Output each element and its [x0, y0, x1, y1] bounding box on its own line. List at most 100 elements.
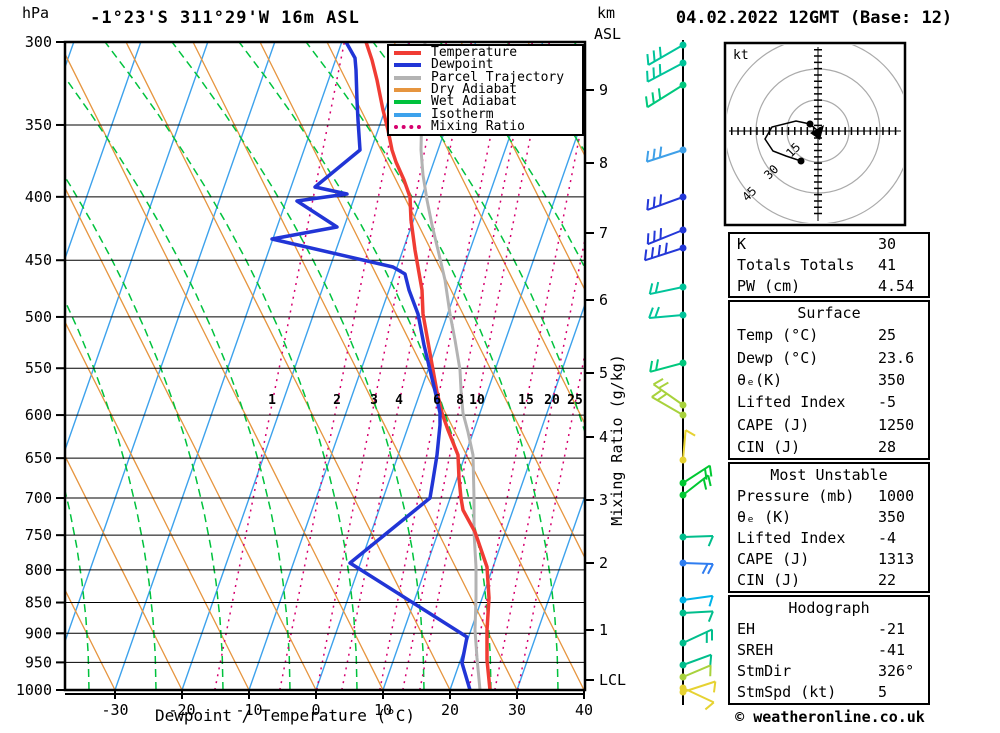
table-row-label: StmDir: [737, 662, 792, 681]
pressure-tick-label: 400: [25, 188, 52, 206]
table-row: Totals Totals 41: [730, 256, 928, 274]
table-row-label: CIN (J): [737, 437, 801, 456]
table-row: CAPE (J) 1250: [730, 416, 928, 434]
table-row: StmSpd (kt) 5: [730, 683, 928, 701]
mixing-ratio-value-label: 10: [469, 393, 485, 408]
pressure-tick-label: 1000: [16, 681, 52, 699]
temperature-tick-label: 20: [441, 701, 459, 719]
pressure-tick-label: 700: [25, 489, 52, 507]
table-row: θₑ (K) 350: [730, 508, 928, 526]
station-title: -1°23'S 311°29'W 16m ASL: [90, 8, 360, 28]
mixing-ratio-value-label: 15: [518, 393, 534, 408]
wind-barb: [679, 664, 712, 681]
table-row: K 30: [730, 235, 928, 253]
temperature-tick-label: 30: [508, 701, 526, 719]
wind-barb: [646, 41, 687, 66]
legend-swatch: [394, 87, 421, 92]
legend-item: Dewpoint: [389, 57, 582, 73]
table-row: Lifted Index -4: [730, 529, 928, 547]
table-row: CAPE (J) 1313: [730, 550, 928, 568]
table-row-value: 23.6: [878, 348, 915, 367]
legend-swatch: [394, 124, 421, 129]
pressure-tick-label: 900: [25, 624, 52, 642]
most-unstable-table: Most Unstable Pressure (mb) 1000 θₑ (K) 350 L…: [728, 462, 930, 593]
wind-barb: [679, 594, 714, 607]
table-row-value: 4.54: [878, 276, 915, 295]
table-row-label: Dewp (°C): [737, 348, 819, 367]
table-row-value: -41: [878, 640, 906, 659]
lcl-label: LCL: [599, 671, 626, 689]
mixing-ratio-value-label: 8: [456, 393, 464, 408]
copyright-watermark: © weatheronline.co.uk: [735, 708, 925, 726]
table-section-header: Surface: [797, 304, 861, 323]
sounding-curves: [270, 42, 492, 690]
legend-item-label: Dewpoint: [431, 57, 494, 73]
table-row-label: CIN (J): [737, 571, 801, 590]
table-row-label: Totals Totals: [737, 255, 855, 274]
wind-barb-column: [643, 40, 717, 711]
km-tick-label: 5: [599, 364, 608, 382]
pressure-tick-label: 850: [25, 594, 52, 612]
hodograph-table: Hodograph EH -21 SREH -41 StmDir 326° StmSpd (k…: [728, 595, 930, 705]
legend-item-label: Temperature: [431, 45, 518, 61]
table-row-label: θₑ(K): [737, 370, 783, 389]
mixing-ratio-axis-label: Mixing Ratio (g/kg): [608, 354, 626, 526]
table-row-label: StmSpd (kt): [737, 683, 837, 702]
pressure-tick-label: 500: [25, 308, 52, 326]
table-row-value: 350: [878, 507, 906, 526]
pressure-tick-label: 600: [25, 406, 52, 424]
wind-barb: [646, 226, 687, 246]
indices-table: K 30 Totals Totals 41 PW (cm) 4.54: [728, 232, 930, 298]
temperature-tick-label: -30: [101, 701, 128, 719]
wind-barb: [643, 242, 687, 262]
asl-axis-unit-label: ASL: [594, 25, 622, 43]
table-row: Temp (°C) 25: [730, 326, 928, 344]
mixing-ratio-value-label: 4: [395, 393, 403, 408]
table-row: SREH -41: [730, 641, 928, 659]
table-row: CIN (J) 28: [730, 438, 928, 456]
table-row-value: -21: [878, 619, 906, 638]
chart-legend: Temperature Dewpoint Parcel Trajectory Dry …: [387, 44, 584, 136]
legend-item: Isotherm: [389, 108, 582, 121]
wind-barb: [648, 306, 687, 319]
mixing-ratio-value-label: 20: [544, 393, 560, 408]
wind-barb: [646, 59, 687, 83]
table-row: Lifted Index -5: [730, 393, 928, 411]
table-row-value: 30: [878, 235, 897, 254]
table-row-label: Pressure (mb): [737, 486, 855, 505]
km-tick-label: 4: [599, 428, 608, 446]
table-row-label: EH: [737, 619, 756, 638]
hodograph-arrow: [810, 125, 824, 140]
wind-barb: [679, 628, 714, 647]
km-tick-label: 2: [599, 554, 608, 572]
table-row: θₑ(K) 350: [730, 371, 928, 389]
legend-swatch: [394, 75, 421, 80]
axis-ticks-and-labels: 3003504004505005506006507007508008509009…: [16, 33, 626, 719]
legend-item: Dry Adiabat: [389, 83, 582, 96]
table-row: CIN (J) 22: [730, 571, 928, 589]
dewpoint-curve: [270, 42, 472, 690]
table-row-label: Temp (°C): [737, 326, 819, 345]
table-row-value: 5: [878, 683, 888, 702]
table-row: EH -21: [730, 620, 928, 638]
mixing-ratio-value-label: 3: [370, 393, 378, 408]
legend-item-label: Wet Adiabat: [431, 94, 518, 110]
table-row: Pressure (mb) 1000: [730, 487, 928, 505]
table-row: StmDir 326°: [730, 662, 928, 680]
table-row-value: 25: [878, 326, 897, 345]
table-row: Dewp (°C) 23.6: [730, 349, 928, 367]
mixing-ratio-value-label: 2: [333, 393, 341, 408]
table-section-header: Most Unstable: [770, 465, 888, 484]
table-row-label: Lifted Index: [737, 529, 846, 548]
table-row-value: 326°: [878, 662, 915, 681]
legend-item-label: Mixing Ratio: [431, 118, 525, 134]
legend-swatch: [394, 51, 421, 56]
km-axis-unit-label: km: [597, 4, 616, 22]
legend-item-label: Parcel Trajectory: [431, 69, 565, 85]
wind-barb: [679, 533, 714, 547]
pressure-tick-label: 650: [25, 449, 52, 467]
temperature-tick-label: -10: [235, 701, 262, 719]
temperature-axis-label: Dewpoint / Temperature (°C): [154, 706, 416, 725]
km-tick-label: 7: [599, 224, 608, 242]
